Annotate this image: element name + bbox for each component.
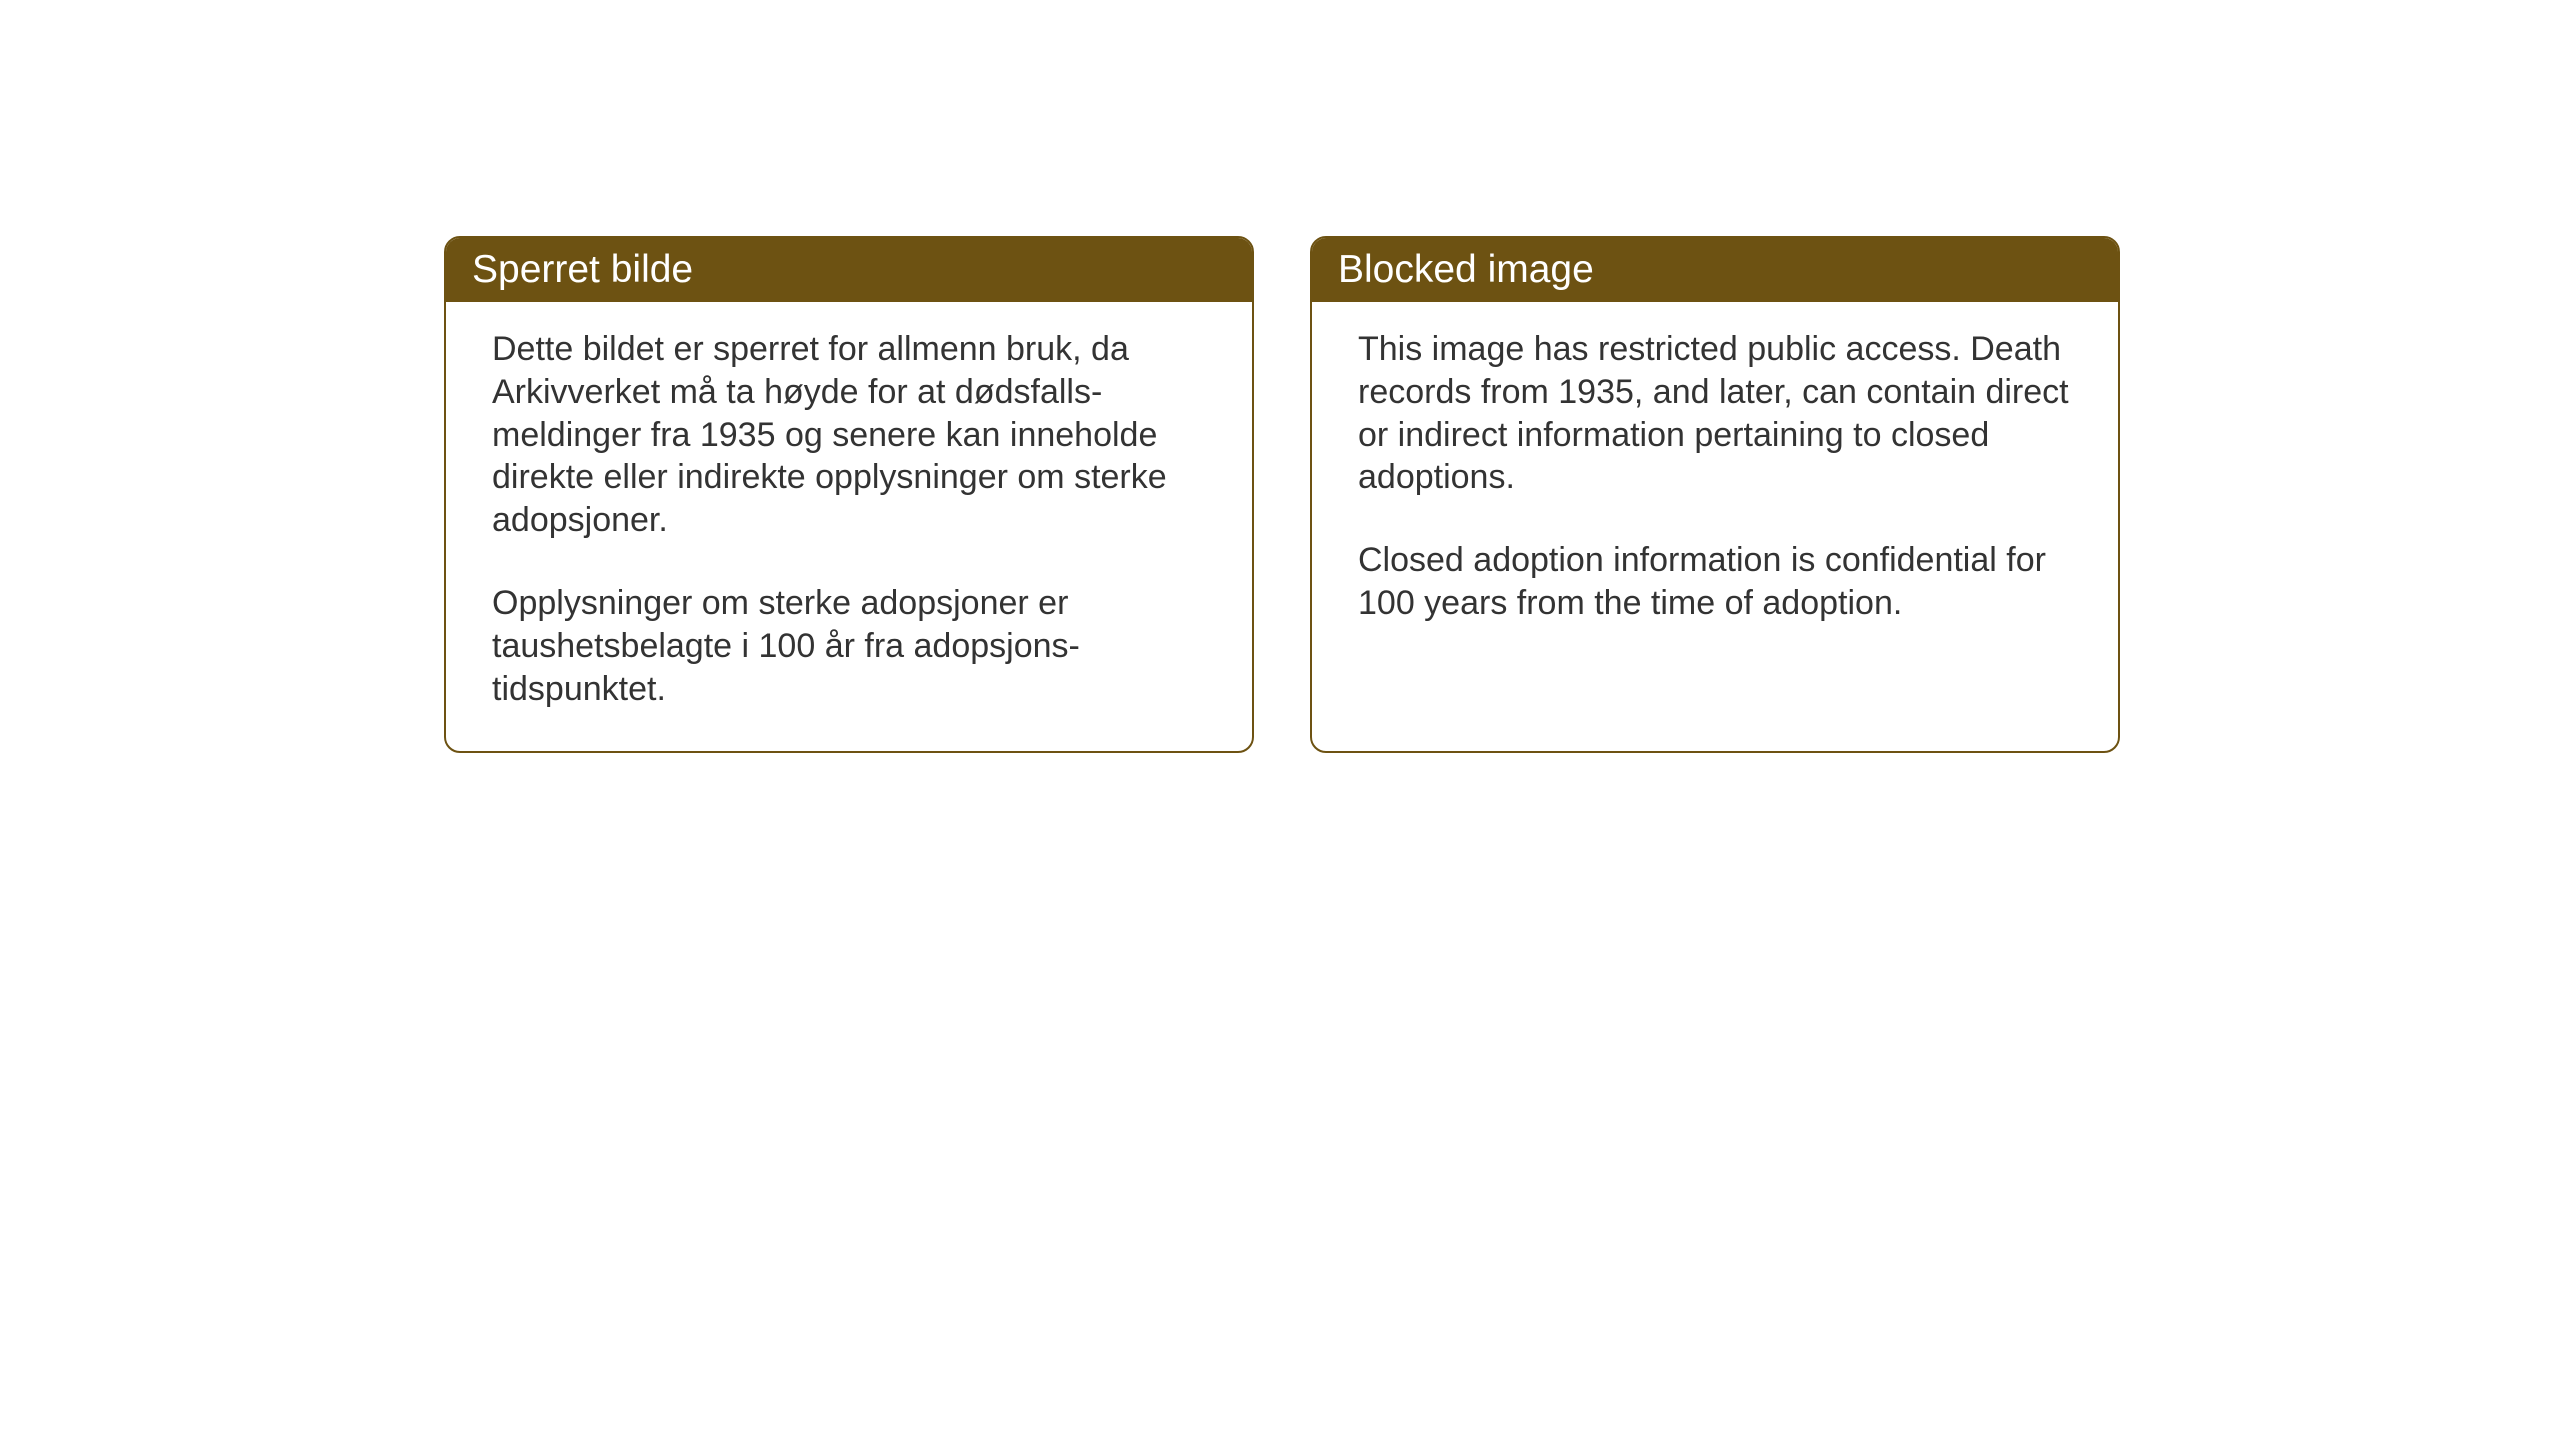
- notice-header-norwegian: Sperret bilde: [446, 238, 1252, 302]
- notice-paragraph-2-english: Closed adoption information is confident…: [1358, 539, 2072, 625]
- notice-paragraph-1-english: This image has restricted public access.…: [1358, 328, 2072, 499]
- notice-header-english: Blocked image: [1312, 238, 2118, 302]
- notice-title-english: Blocked image: [1338, 248, 1594, 291]
- notice-card-norwegian: Sperret bilde Dette bildet er sperret fo…: [444, 236, 1254, 753]
- notice-title-norwegian: Sperret bilde: [472, 248, 693, 291]
- notice-body-norwegian: Dette bildet er sperret for allmenn bruk…: [446, 302, 1252, 751]
- notice-body-english: This image has restricted public access.…: [1312, 302, 2118, 744]
- notice-card-english: Blocked image This image has restricted …: [1310, 236, 2120, 753]
- notice-paragraph-2-norwegian: Opplysninger om sterke adopsjoner er tau…: [492, 582, 1206, 710]
- notice-paragraph-1-norwegian: Dette bildet er sperret for allmenn bruk…: [492, 328, 1206, 542]
- notice-container: Sperret bilde Dette bildet er sperret fo…: [444, 236, 2120, 753]
